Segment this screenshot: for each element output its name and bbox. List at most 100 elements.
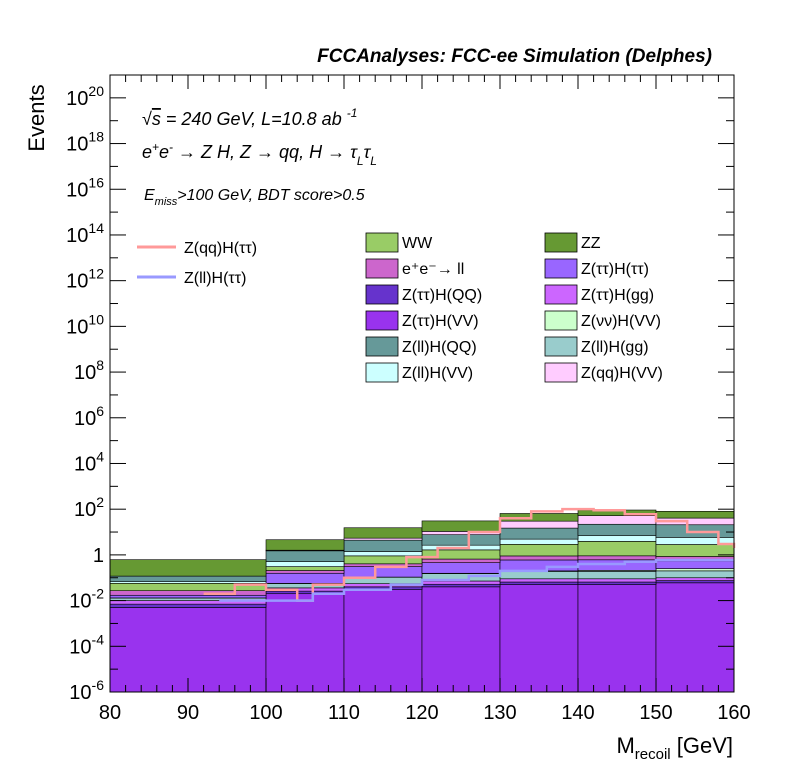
legend-label-8: Z(ll)H(QQ) bbox=[402, 339, 477, 356]
bar-10-5 bbox=[577, 515, 657, 525]
bar-2-6 bbox=[655, 577, 735, 581]
legend-swatch-7 bbox=[544, 310, 578, 331]
bar-10-4 bbox=[499, 520, 579, 529]
bar-3-5 bbox=[577, 571, 657, 580]
bar-0-4 bbox=[499, 584, 579, 693]
legend-label-2: e⁺e⁻→ ll bbox=[402, 261, 464, 278]
bar-8-1 bbox=[265, 561, 345, 567]
x-tick-label-1: 90 bbox=[177, 702, 199, 724]
y-tick-label-12: 1018 bbox=[66, 129, 104, 156]
bar-9-1 bbox=[265, 550, 345, 562]
bar-0-3 bbox=[421, 586, 501, 693]
bar-0-1 bbox=[265, 593, 345, 693]
bar-9-0 bbox=[109, 575, 267, 583]
bar-2-3 bbox=[421, 580, 501, 585]
bar-11-2 bbox=[343, 527, 423, 539]
bar-6-3 bbox=[421, 558, 501, 563]
bar-8-4 bbox=[499, 538, 579, 545]
legend-line-label-1: Z(ll)H(ττ) bbox=[184, 270, 246, 287]
x-tick-label-7: 150 bbox=[639, 702, 672, 724]
y-axis-ticks: 10-6 10-4 10-2 1 102 104 106 108 1010 1012 1014 101… bbox=[66, 74, 734, 704]
annotation-energy: √s = 240 GeV, L=10.8 ab -1 bbox=[142, 106, 357, 129]
bar-11-6 bbox=[655, 510, 735, 519]
legend-swatch-5 bbox=[544, 284, 578, 305]
bar-0-5 bbox=[577, 584, 657, 693]
bar-9-4 bbox=[499, 527, 579, 540]
legend-label-9: Z(ll)H(gg) bbox=[581, 339, 649, 356]
signal-lines bbox=[203, 507, 736, 602]
bar-7-1 bbox=[265, 566, 345, 571]
bar-5-6 bbox=[655, 560, 735, 569]
y-tick-label-7: 108 bbox=[74, 357, 104, 384]
bar-6-4 bbox=[499, 555, 579, 561]
x-tick-label-8: 160 bbox=[717, 702, 750, 724]
y-tick-label-5: 104 bbox=[74, 448, 104, 475]
bar-0-6 bbox=[655, 582, 735, 693]
x-tick-label-2: 100 bbox=[249, 702, 282, 724]
x-tick-label-6: 140 bbox=[561, 702, 594, 724]
bar-6-1 bbox=[265, 570, 345, 574]
legend-swatch-10 bbox=[365, 362, 399, 383]
y-tick-label-8: 1010 bbox=[66, 311, 104, 338]
bar-7-4 bbox=[499, 544, 579, 557]
bar-5-4 bbox=[499, 559, 579, 572]
bar-7-5 bbox=[577, 541, 657, 557]
bar-4-6 bbox=[655, 568, 735, 572]
x-tick-label-3: 110 bbox=[328, 702, 360, 724]
bar-0-0 bbox=[109, 607, 267, 693]
bar-1-4 bbox=[499, 581, 579, 585]
legend-label-5: Z(ττ)H(gg) bbox=[581, 287, 654, 304]
legend-label-0: WW bbox=[402, 235, 433, 252]
y-tick-label-11: 1016 bbox=[66, 174, 104, 201]
y-tick-label-4: 102 bbox=[74, 494, 104, 521]
y-tick-label-9: 1012 bbox=[66, 266, 104, 293]
bar-1-3 bbox=[421, 583, 501, 588]
legend-swatch-3 bbox=[544, 258, 578, 279]
bar-9-2 bbox=[343, 539, 423, 552]
legend-label-1: ZZ bbox=[581, 235, 601, 252]
annotation-process: e+e- → Z H, Z → qq, H → τLτL bbox=[142, 140, 377, 168]
y-tick-label-3: 1 bbox=[93, 545, 104, 567]
bar-2-5 bbox=[577, 578, 657, 583]
bar-1-0 bbox=[109, 603, 267, 608]
bar-11-0 bbox=[109, 559, 267, 577]
y-tick-label-0: 10-6 bbox=[69, 677, 104, 704]
y-tick-label-6: 106 bbox=[74, 403, 104, 430]
bar-8-2 bbox=[343, 551, 423, 557]
legend-swatch-0 bbox=[365, 232, 399, 253]
y-tick-label-1: 10-4 bbox=[69, 631, 104, 658]
bar-6-0 bbox=[109, 590, 267, 596]
legend-label-6: Z(ττ)H(VV) bbox=[402, 313, 479, 330]
x-tick-label-4: 120 bbox=[405, 702, 438, 724]
legend-swatch-1 bbox=[544, 232, 578, 253]
bar-2-4 bbox=[499, 578, 579, 583]
line-1 bbox=[219, 558, 734, 602]
bar-5-1 bbox=[265, 572, 345, 584]
legend-swatch-9 bbox=[544, 336, 578, 357]
bar-5-0 bbox=[109, 594, 267, 599]
y-tick-label-2: 10-2 bbox=[69, 586, 104, 613]
legend-swatch-2 bbox=[365, 258, 399, 279]
legend-label-3: Z(ττ)H(ττ) bbox=[581, 261, 649, 278]
bar-8-5 bbox=[577, 535, 657, 542]
x-axis-label: Mrecoil [GeV] bbox=[616, 733, 733, 763]
legend-label-7: Z(νν)H(VV) bbox=[581, 313, 661, 330]
legend: Z(qq)H(ττ) Z(ll)H(ττ) WW ZZ e⁺e⁻→ ll Z(ττ)H(τ… bbox=[137, 232, 663, 383]
bar-1-6 bbox=[655, 580, 735, 584]
bar-10-2 bbox=[343, 537, 423, 541]
bar-3-4 bbox=[499, 571, 579, 580]
legend-swatch-4 bbox=[365, 284, 399, 305]
x-axis-ticks: 80 90 100 110 120 130 140 150 160 bbox=[99, 75, 751, 724]
bar-11-3 bbox=[421, 520, 501, 532]
y-tick-label-10: 1014 bbox=[66, 220, 104, 247]
legend-label-10: Z(ll)H(VV) bbox=[402, 365, 473, 382]
bar-3-6 bbox=[655, 570, 735, 579]
y-tick-label-13: 1020 bbox=[66, 83, 104, 110]
x-tick-label-0: 80 bbox=[99, 702, 121, 724]
legend-label-4: Z(ττ)H(QQ) bbox=[402, 287, 482, 304]
bar-6-5 bbox=[577, 555, 657, 561]
legend-label-11: Z(qq)H(VV) bbox=[581, 365, 663, 382]
bar-5-2 bbox=[343, 566, 423, 578]
legend-swatch-8 bbox=[365, 336, 399, 357]
chart-title: FCCAnalyses: FCC-ee Simulation (Delphes) bbox=[317, 46, 712, 67]
